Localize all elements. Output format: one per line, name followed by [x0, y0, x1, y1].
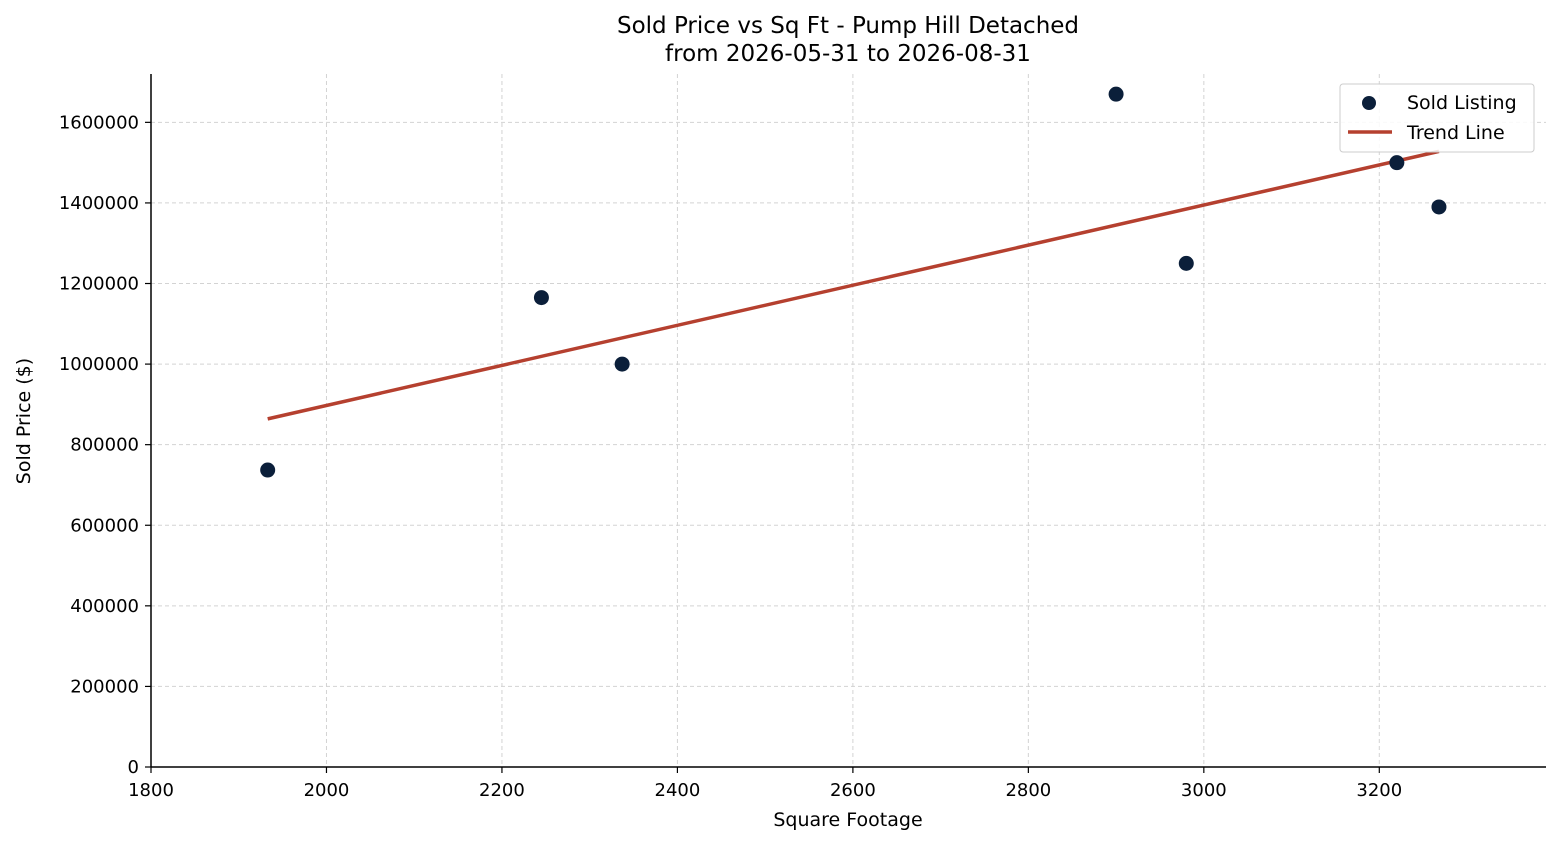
legend-marker-sold-listing [1362, 96, 1376, 110]
data-point [1389, 155, 1405, 171]
x-tick-label: 3000 [1181, 780, 1227, 801]
chart-subtitle: from 2026-05-31 to 2026-08-31 [665, 41, 1031, 67]
y-axis-label: Sold Price ($) [13, 358, 35, 484]
plot-marks [260, 86, 1447, 478]
x-tick-label: 3200 [1356, 780, 1402, 801]
data-point [260, 462, 276, 478]
x-tick-label: 1800 [128, 780, 174, 801]
legend-box [1339, 83, 1535, 153]
y-ticks: 0 200000 400000 600000 800000 1000000 1200000 1… [59, 112, 151, 778]
chart-title: Sold Price vs Sq Ft - Pump Hill Detached [617, 13, 1079, 39]
x-axis-label: Square Footage [773, 809, 922, 831]
legend: Sold Listing Trend Line [1339, 83, 1535, 153]
y-tick-label: 1200000 [59, 274, 139, 295]
axes [150, 74, 1546, 768]
x-tick-label: 2600 [830, 780, 876, 801]
x-ticks: 1800 2000 2200 2400 2600 2800 3000 3200 [128, 767, 1402, 801]
trend-line [267, 149, 1440, 421]
x-tick-label: 2000 [304, 780, 350, 801]
legend-label-sold-listing: Sold Listing [1407, 92, 1517, 114]
y-tick-label: 1000000 [59, 354, 139, 375]
data-point [614, 356, 630, 372]
data-point [1431, 199, 1447, 215]
y-tick-label: 1600000 [59, 112, 139, 133]
legend-label-trend-line: Trend Line [1406, 122, 1505, 144]
y-tick-label: 200000 [70, 676, 139, 697]
y-tick-label: 1400000 [59, 193, 139, 214]
data-point [1108, 86, 1124, 102]
x-tick-label: 2200 [479, 780, 525, 801]
y-tick-label: 0 [128, 757, 139, 778]
grid [151, 74, 1546, 767]
y-tick-label: 800000 [70, 435, 139, 456]
x-tick-label: 2800 [1005, 780, 1051, 801]
data-point [1178, 255, 1194, 271]
y-tick-label: 400000 [70, 596, 139, 617]
data-point [533, 290, 549, 306]
x-tick-label: 2400 [655, 780, 701, 801]
y-tick-label: 600000 [70, 515, 139, 536]
